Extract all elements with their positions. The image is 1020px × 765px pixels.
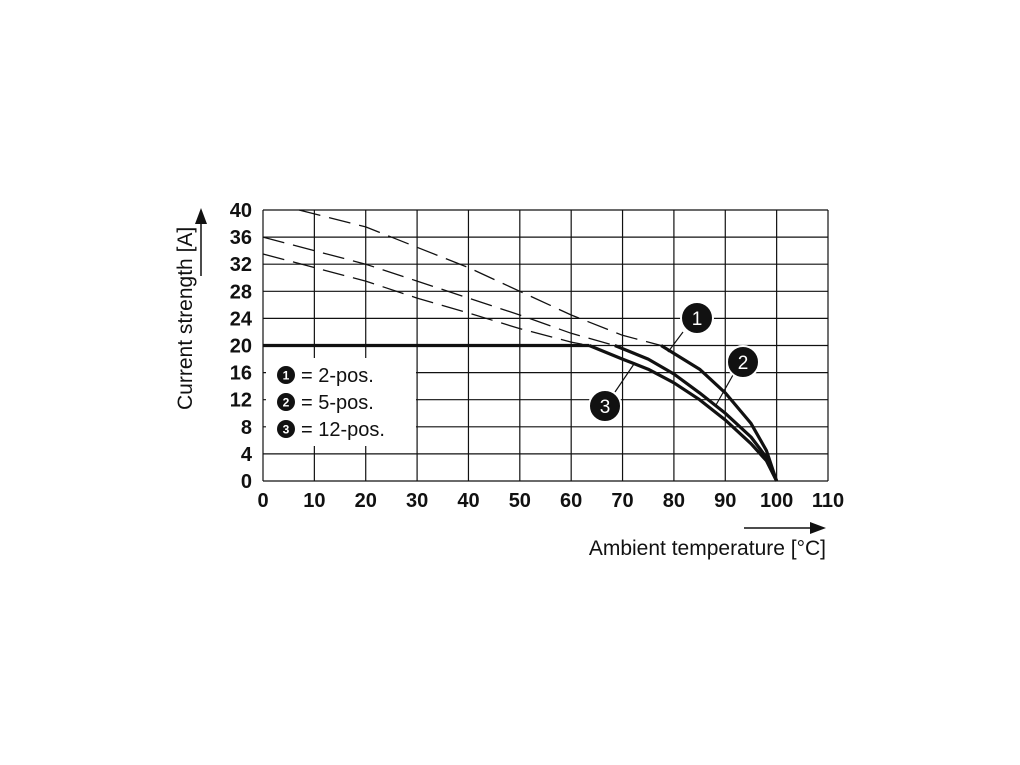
tick-labels: 0 10 20 30 40 50 60 70 80 90 100 110048121620242832… <box>230 200 844 512</box>
series-3-extrapolated <box>262 253 590 347</box>
y-tick-label-4: 4 <box>241 444 253 466</box>
series-1-derating <box>660 344 779 482</box>
y-tick-label-0: 0 <box>241 471 252 493</box>
series-2-extrapolated <box>262 236 615 347</box>
x-tick-label-40: 40 <box>457 490 479 512</box>
callout-3-badge <box>588 389 622 423</box>
callout-2-badge <box>726 345 760 379</box>
legend-entry-3-text: = 12-pos. <box>301 419 385 441</box>
y-tick-label-36: 36 <box>230 227 252 249</box>
callout-3-leader <box>614 363 635 393</box>
x-tick-label-90: 90 <box>714 490 736 512</box>
y-tick-label-24: 24 <box>230 308 253 330</box>
y-tick-label-8: 8 <box>241 417 252 439</box>
series-layer <box>262 209 779 482</box>
y-tick-label-20: 20 <box>230 336 252 358</box>
x-tick-label-20: 20 <box>355 490 377 512</box>
series-1-extrapolated <box>298 209 662 347</box>
legend-badge-1-number: 1 <box>283 369 290 383</box>
callout-2-number: 2 <box>738 353 749 374</box>
x-tick-label-60: 60 <box>560 490 582 512</box>
x-axis-arrow-head <box>810 522 826 534</box>
callout-1-number: 1 <box>692 309 703 330</box>
y-axis-arrow-head <box>195 208 207 224</box>
legend-entry-1: 1 = 2-pos. <box>277 365 374 387</box>
legend-entry-1-text: = 2-pos. <box>301 365 374 387</box>
y-tick-label-16: 16 <box>230 363 252 385</box>
callout-2: 2 <box>715 345 760 406</box>
y-tick-label-40: 40 <box>230 200 252 222</box>
x-tick-label-0: 0 <box>257 490 268 512</box>
x-tick-label-10: 10 <box>303 490 325 512</box>
y-axis-label: Current strength [A] <box>174 227 197 410</box>
y-tick-label-12: 12 <box>230 390 252 412</box>
callout-1-badge <box>680 301 714 335</box>
legend-entry-2-text: = 5-pos. <box>301 392 374 414</box>
series-2-derating <box>614 344 779 482</box>
y-tick-label-32: 32 <box>230 254 252 276</box>
legend-badge-3 <box>277 420 295 438</box>
x-tick-label-70: 70 <box>611 490 633 512</box>
x-axis-title-group: Ambient temperature [°C] <box>589 522 826 560</box>
legend-entry-3: 3 = 12-pos. <box>277 419 385 441</box>
callout-1: 1 <box>667 301 714 353</box>
legend: 1 = 2-pos. 2 = 5-pos. 3 = 12-pos. <box>266 358 416 446</box>
y-axis-title-group: Current strength [A] <box>174 208 207 410</box>
legend-badge-2-number: 2 <box>283 396 290 410</box>
callout-2-leader <box>715 374 734 406</box>
x-axis-label: Ambient temperature [°C] <box>589 537 826 560</box>
legend-badge-3-number: 3 <box>283 423 290 437</box>
legend-badge-2 <box>277 393 295 411</box>
y-tick-label-28: 28 <box>230 281 252 303</box>
x-tick-label-110: 110 <box>812 490 844 512</box>
callout-3: 3 <box>588 363 635 423</box>
series-3-derating <box>588 344 779 482</box>
x-tick-label-30: 30 <box>406 490 428 512</box>
callout-3-number: 3 <box>600 397 611 418</box>
callout-1-leader <box>667 331 684 353</box>
legend-badge-1 <box>277 366 295 384</box>
x-tick-label-50: 50 <box>509 490 531 512</box>
x-tick-label-100: 100 <box>760 490 793 512</box>
x-tick-label-80: 80 <box>663 490 685 512</box>
legend-entry-2: 2 = 5-pos. <box>277 392 374 414</box>
